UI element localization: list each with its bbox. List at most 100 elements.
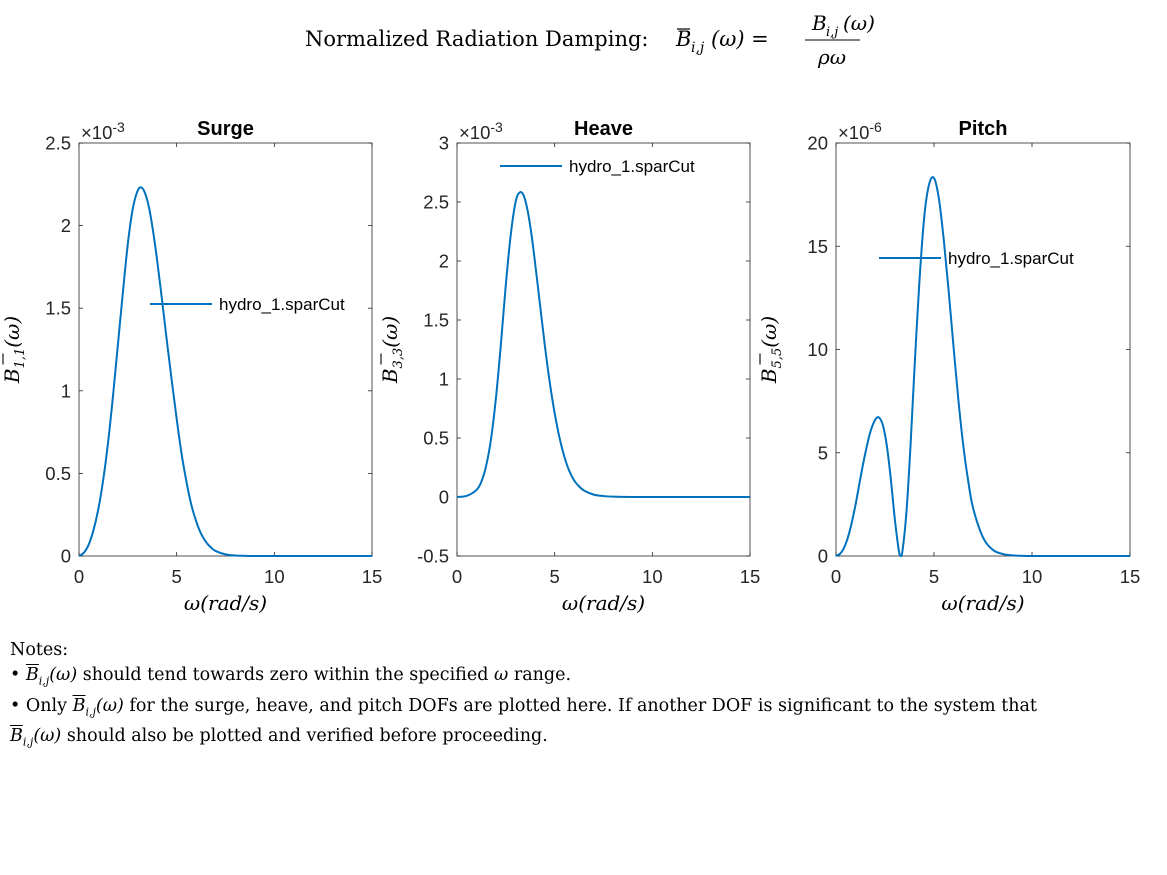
y-tick-label-surge-3: 1.5	[45, 298, 71, 319]
y-exponent-power-heave: -3	[490, 119, 503, 135]
y-exponent-base-pitch: ×10	[838, 122, 869, 143]
notes-b2-sub: i,j	[85, 705, 96, 718]
figure-title-text: Normalized Radiation Damping:	[305, 27, 649, 51]
y-axis-label-arg-heave: (ω)	[378, 316, 402, 348]
chart-surge: 0 5 10 15 0 0.5 1 1.5 2 2.5 ×10-3 Surge ω(rad/s) B1,1…	[0, 118, 382, 615]
legend-label-pitch: hydro_1.sparCut	[948, 249, 1074, 268]
x-tick-label-surge-3: 15	[362, 566, 383, 587]
notes-b1-arg: (ω)	[49, 665, 78, 685]
y-tick-label-heave-6: 2.5	[423, 192, 449, 213]
title-lhs-sub: i,j	[691, 40, 705, 56]
y-tick-label-pitch-4: 20	[807, 133, 828, 154]
y-axis-label-surge: B1,1(ω)	[0, 316, 28, 384]
title-numerator-sub: i,j	[826, 25, 838, 40]
y-exponent-power-pitch: -6	[869, 119, 882, 135]
notes-block: Notes: • Bi,j(ω) should tend towards zer…	[10, 638, 1160, 755]
y-tick-label-heave-1: 0	[439, 487, 449, 508]
notes-b2-arg: (ω)	[95, 695, 124, 716]
legend-label-heave: hydro_1.sparCut	[569, 157, 695, 176]
y-tick-label-pitch-1: 5	[818, 442, 828, 463]
y-axis-label-arg-pitch: (ω)	[757, 316, 781, 348]
x-tick-label-surge-0: 0	[74, 566, 84, 587]
title-numerator-arg: (ω)	[843, 11, 875, 35]
notes-b2-text-b: for the surge, heave, and pitch DOFs are…	[129, 695, 1037, 716]
y-axis-label-symbol-heave: B	[378, 368, 402, 384]
chart-heave: 0 5 10 15-0.500.511.522.53 ×10-3 Heaveω(rad/s…	[378, 118, 760, 615]
notes-bullet-2: • Only Bi,j(ω) for the surge, heave, and…	[10, 694, 1160, 755]
x-tick-label-surge-2: 10	[264, 566, 285, 587]
x-tick-label-heave-0: 0	[452, 566, 462, 587]
title-numerator-symbol: B	[811, 11, 827, 35]
legend-heave: hydro_1.sparCut	[500, 157, 695, 176]
y-axis-label-arg-surge: (ω)	[0, 316, 24, 348]
y-exponent-power-surge: -3	[112, 119, 125, 135]
y-exponent-pitch: ×10-6	[838, 119, 882, 143]
notes-b1-text-b: range.	[513, 665, 572, 685]
x-tick-label-heave-1: 5	[550, 566, 560, 587]
notes-b2-symbol: B	[72, 695, 86, 716]
y-tick-label-heave-2: 0.5	[423, 428, 449, 449]
y-tick-label-surge-4: 2	[61, 215, 71, 236]
notes-b2-text-c: should also be plotted and verified befo…	[66, 726, 548, 746]
y-tick-label-heave-5: 2	[439, 251, 449, 272]
x-tick-label-heave-3: 15	[740, 566, 761, 587]
notes-b1-symbol: B	[25, 665, 39, 685]
series-line-heave-0	[456, 191, 751, 499]
notes-bullet-1-marker: •	[10, 665, 21, 685]
y-exponent-base-surge: ×10	[81, 122, 112, 143]
legend-pitch: hydro_1.sparCut	[879, 249, 1074, 268]
title-denominator: ρω	[817, 45, 846, 69]
notes-b1-text-a: should tend towards zero within the spec…	[82, 665, 489, 685]
notes-b1-omega: ω	[494, 665, 509, 685]
title-lhs-symbol: B	[675, 27, 691, 51]
notes-heading: Notes:	[10, 640, 69, 660]
x-axis-label-surge: ω(rad/s)	[184, 591, 267, 615]
notes-b2-symbol-2: B	[10, 726, 23, 746]
x-axis-label-heave: ω(rad/s)	[562, 591, 645, 615]
x-tick-label-pitch-0: 0	[831, 566, 841, 587]
notes-b2-sub-2: i,j	[22, 735, 34, 749]
x-tick-label-pitch-3: 15	[1120, 566, 1141, 587]
y-axis-label-sub-pitch: 5,5	[770, 348, 785, 369]
figure-title: Normalized Radiation Damping: B i,j (ω) …	[305, 11, 875, 69]
plot-frame-heave	[456, 142, 751, 557]
notes-b2-text-a: Only	[25, 695, 68, 716]
y-axis-label-symbol-surge: B	[0, 368, 24, 384]
title-lhs-arg: (ω) =	[711, 27, 769, 51]
chart-title-surge: Surge	[197, 118, 254, 140]
y-tick-label-surge-0: 0	[61, 546, 71, 567]
y-tick-label-pitch-0: 0	[818, 546, 828, 567]
y-tick-label-surge-2: 1	[61, 380, 71, 401]
plot-frame-surge	[78, 142, 373, 557]
y-axis-label-heave: B3,3(ω)	[378, 316, 406, 384]
y-tick-label-pitch-2: 10	[807, 339, 828, 360]
y-axis-label-sub-heave: 3,3	[391, 348, 406, 369]
chart-title-heave: Heave	[574, 118, 633, 140]
x-tick-label-heave-2: 10	[642, 566, 663, 587]
notes-bullet-2-marker: •	[10, 695, 21, 716]
x-tick-label-pitch-1: 5	[929, 566, 939, 587]
chart-title-pitch: Pitch	[959, 118, 1008, 140]
x-tick-label-pitch-2: 10	[1022, 566, 1043, 587]
y-axis-label-symbol-pitch: B	[757, 368, 781, 384]
series-line-pitch-0	[835, 176, 1130, 558]
y-tick-label-heave-7: 3	[439, 133, 449, 154]
y-exponent-base-heave: ×10	[459, 122, 490, 143]
legend-surge: hydro_1.sparCut	[150, 295, 345, 314]
y-exponent-heave: ×10-3	[459, 119, 503, 143]
legend-label-surge: hydro_1.sparCut	[219, 295, 345, 314]
notes-b2-arg-2: (ω)	[33, 726, 62, 746]
plot-frame-pitch	[835, 142, 1131, 557]
y-tick-label-pitch-3: 15	[807, 236, 828, 257]
y-exponent-surge: ×10-3	[81, 119, 125, 143]
y-axis-label-pitch: B5,5(ω)	[757, 316, 785, 384]
y-axis-label-sub-surge: 1,1	[13, 348, 28, 369]
chart-pitch: 0 5 10 15 0 5 10 15 20 ×10-6 Pitch ω(rad/s) B5,5(ω) h…	[757, 118, 1140, 615]
x-tick-label-surge-1: 5	[172, 566, 182, 587]
y-tick-label-heave-4: 1.5	[423, 310, 449, 331]
y-tick-label-heave-0: -0.5	[417, 546, 449, 567]
notes-bullet-1: • Bi,j(ω) should tend towards zero withi…	[10, 663, 1160, 694]
y-tick-label-heave-3: 1	[439, 369, 449, 390]
